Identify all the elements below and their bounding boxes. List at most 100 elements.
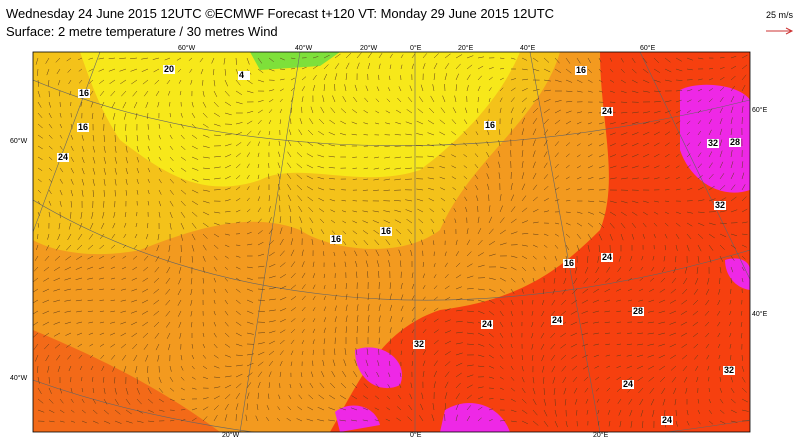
- wind-arrow: [651, 266, 655, 272]
- wind-arrow: [342, 96, 347, 103]
- wind-arrow: [719, 161, 724, 169]
- wind-arrow: [114, 167, 117, 175]
- wind-arrow: [341, 210, 347, 213]
- wind-arrow: [113, 211, 116, 218]
- wind-arrow: [190, 310, 193, 317]
- wind-arrow: [114, 387, 117, 395]
- wind-arrow: [543, 57, 550, 63]
- wind-arrow: [224, 288, 228, 293]
- wind-arrow: [343, 240, 347, 246]
- wind-arrow: [453, 197, 457, 202]
- wind-arrow: [224, 233, 230, 236]
- wind-arrow: [642, 177, 650, 180]
- wind-arrow: [541, 299, 545, 306]
- wind-arrow: [463, 186, 468, 191]
- wind-arrow: [606, 387, 611, 392]
- wind-scale-arrowhead: [785, 27, 794, 35]
- wind-arrow: [352, 383, 358, 389]
- wind-arrow: [439, 154, 446, 158]
- wind-arrow: [477, 85, 481, 92]
- wind-arrow: [389, 64, 392, 70]
- wind-arrow: [70, 409, 75, 413]
- wind-arrow: [741, 409, 749, 412]
- wind-arrow: [114, 134, 116, 143]
- wind-arrow: [374, 419, 380, 422]
- wind-arrow: [109, 332, 116, 336]
- wind-arrow: [42, 299, 50, 303]
- wind-arrow: [367, 52, 372, 59]
- wind-arrow: [587, 132, 593, 136]
- wind-arrow: [719, 210, 727, 213]
- wind-arrow: [365, 260, 369, 268]
- wind-arrow: [717, 299, 721, 306]
- wind-arrow: [405, 199, 413, 202]
- wind-arrow: [451, 176, 457, 180]
- wind-arrow: [717, 332, 721, 338]
- wind-arrow: [593, 343, 600, 346]
- wind-arrow: [616, 277, 622, 282]
- wind-arrow: [532, 88, 540, 92]
- wind-arrow: [708, 119, 712, 125]
- wind-arrow: [178, 79, 182, 84]
- wind-arrow: [418, 218, 424, 224]
- wind-arrow: [48, 189, 52, 195]
- wind-arrow: [101, 365, 105, 372]
- wind-arrow: [653, 57, 660, 64]
- wind-arrow: [631, 57, 636, 64]
- wind-arrow: [92, 420, 99, 424]
- wind-arrow: [200, 68, 204, 75]
- wind-arrow: [268, 350, 275, 356]
- wind-arrow: [488, 253, 496, 257]
- temp-field: [680, 84, 750, 193]
- wind-arrow: [572, 376, 578, 383]
- wind-arrow: [169, 419, 175, 422]
- wind-arrow: [132, 343, 138, 350]
- wind-arrow: [587, 211, 594, 215]
- wind-arrow: [477, 252, 484, 257]
- wind-arrow: [686, 164, 691, 169]
- wind-arrow: [416, 120, 424, 125]
- wind-arrow: [399, 260, 402, 268]
- wind-arrow: [439, 119, 446, 125]
- wind-arrow: [510, 332, 513, 338]
- wind-arrow: [125, 398, 131, 405]
- wind-arrow: [532, 98, 540, 103]
- wind-arrow: [389, 338, 392, 345]
- wind-arrow: [59, 134, 63, 139]
- wind-arrow: [257, 392, 259, 400]
- wind-arrow: [583, 277, 589, 284]
- wind-arrow: [675, 222, 681, 227]
- wind-arrow: [53, 332, 61, 337]
- contour-label-bg: [78, 89, 90, 98]
- wind-arrow: [664, 177, 670, 180]
- wind-arrow: [686, 409, 689, 416]
- wind-arrow: [463, 131, 468, 136]
- wind-arrow: [741, 172, 745, 180]
- wind-arrow: [245, 414, 248, 422]
- wind-arrow: [110, 343, 116, 348]
- wind-arrow: [510, 266, 517, 271]
- wind-arrow: [180, 145, 186, 150]
- wind-arrow: [345, 304, 348, 312]
- wind-arrow: [396, 417, 402, 422]
- contour-label: 16: [485, 120, 495, 130]
- wind-arrow: [730, 75, 736, 81]
- wind-arrow: [411, 272, 414, 279]
- wind-arrow: [521, 128, 525, 136]
- wind-arrow: [686, 109, 691, 114]
- temp-field: [440, 403, 510, 432]
- contour-label-bg: [575, 66, 587, 75]
- wind-arrow: [488, 288, 496, 293]
- wind-arrow: [466, 405, 471, 411]
- wind-arrow: [675, 420, 678, 427]
- wind-arrow: [521, 420, 529, 425]
- wind-arrow: [587, 79, 593, 83]
- wind-arrow: [125, 134, 127, 142]
- wind-arrow: [268, 240, 274, 246]
- wind-arrow: [427, 144, 435, 147]
- wind-arrow: [663, 255, 666, 262]
- wind-arrow: [406, 218, 413, 224]
- wind-arrow: [499, 107, 502, 114]
- wind-arrow: [114, 398, 119, 405]
- wind-arrow: [439, 176, 446, 180]
